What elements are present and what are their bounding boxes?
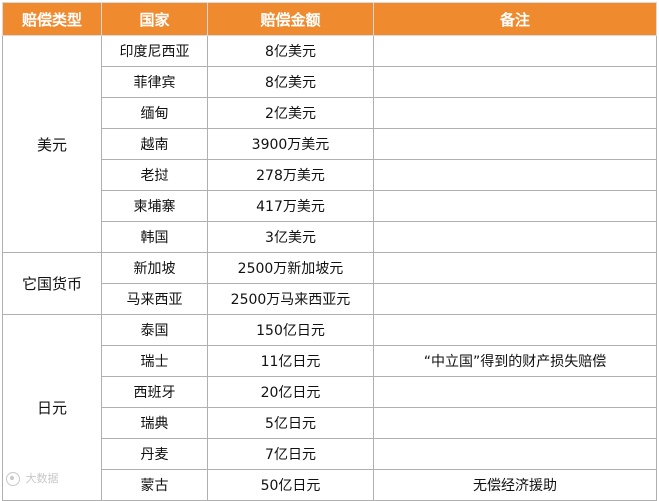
table-row: 瑞士 11亿日元 “中立国”得到的财产损失赔偿: [3, 345, 657, 377]
amount-cell: 3亿美元: [207, 221, 374, 253]
country-cell: 缅甸: [101, 97, 208, 129]
table-row: 缅甸 2亿美元: [3, 97, 657, 129]
watermark-text: 大数据: [25, 472, 59, 485]
country-cell: 泰国: [101, 314, 208, 346]
table-row: 菲律宾 8亿美元: [3, 66, 657, 98]
table-row: 韩国 3亿美元: [3, 221, 657, 253]
header-amount: 赔偿金额: [207, 2, 374, 36]
note-cell: [373, 190, 657, 222]
watermark: 大数据: [6, 470, 59, 486]
note-cell: [373, 35, 657, 67]
amount-cell: 3900万美元: [207, 128, 374, 160]
note-cell: [373, 97, 657, 129]
amount-cell: 7亿日元: [207, 438, 374, 470]
amount-cell: 417万美元: [207, 190, 374, 222]
country-cell: 西班牙: [101, 376, 208, 408]
note-cell: [373, 159, 657, 191]
table-row: 瑞典 5亿日元: [3, 407, 657, 439]
amount-cell: 50亿日元: [207, 469, 374, 501]
table-row: 老挝 278万美元: [3, 159, 657, 191]
note-cell: [373, 283, 657, 315]
country-cell: 马来西亚: [101, 283, 208, 315]
amount-cell: 2亿美元: [207, 97, 374, 129]
table-row: 西班牙 20亿日元: [3, 376, 657, 408]
country-cell: 柬埔寨: [101, 190, 208, 222]
note-cell: 无偿经济援助: [373, 469, 657, 501]
amount-cell: 8亿美元: [207, 35, 374, 67]
table-row: 越南 3900万美元: [3, 128, 657, 160]
header-type: 赔偿类型: [2, 2, 102, 36]
country-cell: 丹麦: [101, 438, 208, 470]
note-cell: [373, 314, 657, 346]
note-cell: [373, 376, 657, 408]
amount-cell: 2500万新加坡元: [207, 252, 374, 284]
table-header-row: 赔偿类型 国家 赔偿金额 备注: [2, 2, 657, 36]
note-cell: [373, 252, 657, 284]
amount-cell: 278万美元: [207, 159, 374, 191]
amount-cell: 8亿美元: [207, 66, 374, 98]
amount-cell: 150亿日元: [207, 314, 374, 346]
table-row: 美元 印度尼西亚 8亿美元: [2, 35, 657, 253]
table-row: 柬埔寨 417万美元: [3, 190, 657, 222]
country-cell: 韩国: [101, 221, 208, 253]
amount-cell: 2500万马来西亚元: [207, 283, 374, 315]
note-cell: [373, 438, 657, 470]
header-note: 备注: [373, 2, 657, 36]
country-cell: 瑞士: [101, 345, 208, 377]
country-cell: 菲律宾: [101, 66, 208, 98]
note-cell: [373, 221, 657, 253]
group-type-cell: 美元: [2, 35, 102, 253]
table-row: 蒙古 50亿日元 无偿经济援助: [3, 469, 657, 501]
group-type-cell: 日元: [2, 314, 102, 501]
table-row: 日元 泰国 150亿日元: [2, 314, 657, 501]
note-cell: [373, 407, 657, 439]
amount-cell: 20亿日元: [207, 376, 374, 408]
table-row: 它国货币 新加坡 2500万新加坡元: [2, 252, 657, 315]
country-cell: 老挝: [101, 159, 208, 191]
amount-cell: 11亿日元: [207, 345, 374, 377]
country-cell: 瑞典: [101, 407, 208, 439]
watermark-logo-icon: [6, 472, 20, 486]
note-cell: [373, 66, 657, 98]
country-cell: 新加坡: [101, 252, 208, 284]
note-cell: [373, 128, 657, 160]
country-cell: 印度尼西亚: [101, 35, 208, 67]
table-row: 丹麦 7亿日元: [3, 438, 657, 470]
group-type-cell: 它国货币: [2, 252, 102, 315]
country-cell: 越南: [101, 128, 208, 160]
amount-cell: 5亿日元: [207, 407, 374, 439]
header-country: 国家: [101, 2, 208, 36]
note-cell: “中立国”得到的财产损失赔偿: [373, 345, 657, 377]
table-row: 马来西亚 2500万马来西亚元: [3, 283, 657, 315]
country-cell: 蒙古: [101, 469, 208, 501]
